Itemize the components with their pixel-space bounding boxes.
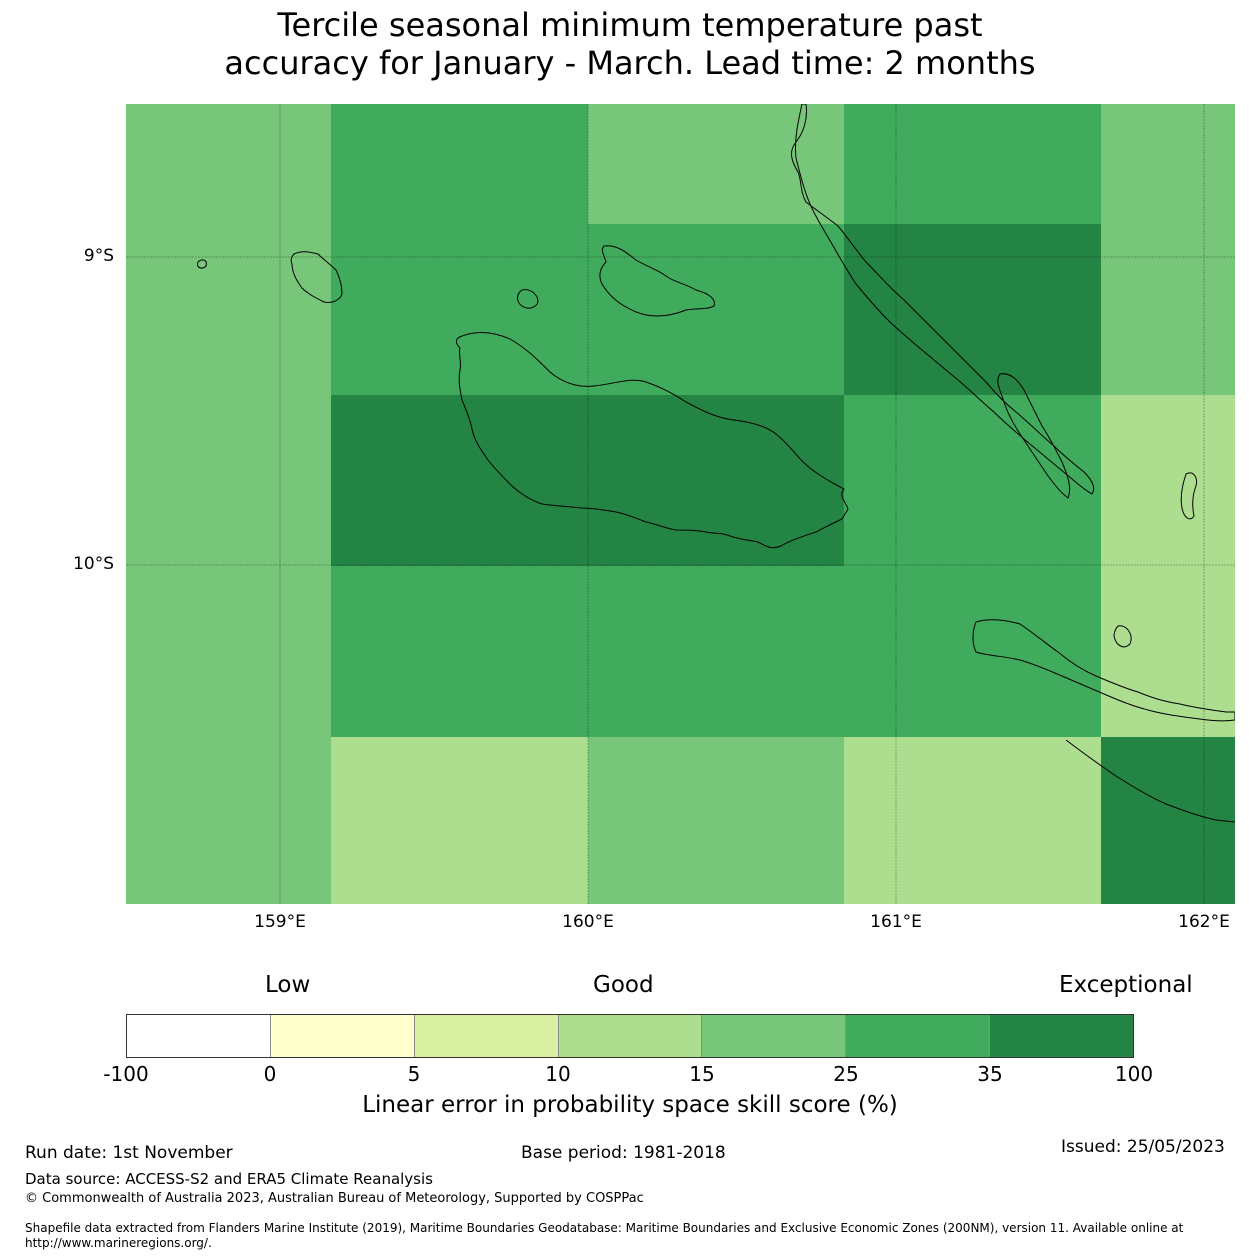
grid-cell-r1-c4 [1101, 224, 1235, 395]
shapefile-credit: Shapefile data extracted from Flanders M… [25, 1221, 1184, 1235]
coastline-ulawa [1180, 472, 1197, 520]
grid-cell-r0-c4 [1101, 104, 1235, 224]
run-date: Run date: 1st November [25, 1143, 233, 1163]
coastline-savo [517, 289, 539, 309]
grid-cell-r1-c0 [126, 224, 331, 395]
skill-grid [126, 104, 1235, 904]
graticule [126, 104, 1235, 904]
grid-cell-r2-c4 [1101, 395, 1235, 566]
skill-map [126, 104, 1235, 904]
colorbar-tick-2: 5 [407, 1062, 421, 1086]
colorbar-header-low: Low [265, 972, 311, 998]
grid-cell-r2-c1 [331, 395, 588, 566]
colorbar-segment-0 [127, 1015, 271, 1057]
chart-title: Tercile seasonal minimum temperature pas… [0, 6, 1260, 82]
grid-cell-r4-c4 [1101, 737, 1235, 904]
colorbar-tick-3: 10 [545, 1062, 571, 1086]
lon-label-159e: 159°E [254, 912, 306, 932]
grid-cell-r4-c3 [844, 737, 1101, 904]
colorbar-segment-1 [270, 1015, 415, 1057]
lat-label-10s: 10°S [73, 554, 114, 574]
grid-cell-r0-c2 [588, 104, 844, 224]
lon-label-161e: 161°E [870, 912, 922, 932]
colorbar-header-exceptional: Exceptional [1059, 972, 1193, 998]
grid-cell-r3-c3 [844, 566, 1101, 737]
coastline-makira [972, 619, 1235, 722]
colorbar-segment-5 [846, 1015, 991, 1057]
coastline-malaita [997, 373, 1071, 499]
coastline-guadalcanal [455, 331, 849, 549]
coastline-makira-south [1065, 739, 1235, 823]
lat-label-9s: 9°S [83, 246, 114, 266]
coastline-santa-isabel [791, 104, 1095, 495]
grid-cell-r3-c1 [331, 566, 588, 737]
grid-cell-r3-c4 [1101, 566, 1235, 737]
grid-cell-r0-c0 [126, 104, 331, 224]
data-source: Data source: ACCESS-S2 and ERA5 Climate … [25, 1170, 433, 1188]
grid-cell-r4-c2 [588, 737, 844, 904]
coastline-islet-se [1113, 625, 1132, 648]
copyright: © Commonwealth of Australia 2023, Austra… [25, 1191, 644, 1206]
title-line-1: Tercile seasonal minimum temperature pas… [277, 6, 983, 44]
grid-cell-r3-c0 [126, 566, 331, 737]
colorbar-label: Linear error in probability space skill … [362, 1092, 898, 1118]
grid-cell-r3-c2 [588, 566, 844, 737]
grid-cell-r4-c0 [126, 737, 331, 904]
lon-label-160e: 160°E [562, 912, 614, 932]
colorbar-segment-6 [990, 1015, 1134, 1057]
grid-cell-r1-c1 [331, 224, 588, 395]
coastline-islet-w [197, 259, 207, 269]
coastlines [197, 104, 1235, 823]
colorbar-tick-7: 100 [1114, 1062, 1154, 1086]
coastline-russell [290, 251, 343, 303]
coastline-nggela [599, 245, 715, 317]
map-canvas [126, 104, 1235, 904]
grid-cell-r2-c3 [844, 395, 1101, 566]
colorbar-tick-0: -100 [103, 1062, 149, 1086]
grid-cell-r1-c3 [844, 224, 1101, 395]
colorbar-tick-6: 35 [977, 1062, 1003, 1086]
colorbar-tick-5: 25 [833, 1062, 859, 1086]
colorbar-tick-4: 15 [689, 1062, 715, 1086]
grid-cell-r4-c1 [331, 737, 588, 904]
colorbar-header-good: Good [593, 972, 654, 998]
issued-date: Issued: 25/05/2023 [1061, 1137, 1225, 1157]
grid-cell-r0-c1 [331, 104, 588, 224]
colorbar-tick-1: 0 [263, 1062, 277, 1086]
grid-cell-r0-c3 [844, 104, 1101, 224]
title-line-2: accuracy for January - March. Lead time:… [224, 44, 1036, 82]
grid-cell-r1-c2 [588, 224, 844, 395]
colorbar-segment-2 [414, 1015, 559, 1057]
base-period: Base period: 1981-2018 [521, 1143, 726, 1163]
colorbar [126, 1014, 1134, 1058]
grid-cell-r2-c0 [126, 395, 331, 566]
shapefile-url: http://www.marineregions.org/. [25, 1236, 212, 1250]
lon-label-162e: 162°E [1178, 912, 1230, 932]
grid-cell-r2-c2 [588, 395, 844, 566]
colorbar-segment-3 [558, 1015, 703, 1057]
colorbar-segment-4 [702, 1015, 847, 1057]
